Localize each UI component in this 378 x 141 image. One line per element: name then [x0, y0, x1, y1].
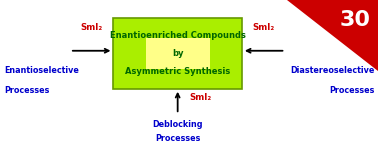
Text: Deblocking: Deblocking [152, 120, 203, 129]
FancyBboxPatch shape [146, 38, 210, 70]
Text: SmI₂: SmI₂ [253, 23, 275, 32]
Text: SmI₂: SmI₂ [81, 23, 103, 32]
Text: Processes: Processes [329, 86, 374, 95]
Polygon shape [287, 0, 378, 70]
Text: by: by [172, 49, 183, 58]
FancyBboxPatch shape [113, 18, 242, 89]
Text: Diastereoselective: Diastereoselective [290, 66, 374, 75]
Text: Asymmetric Synthesis: Asymmetric Synthesis [125, 67, 230, 76]
Text: Enantioselective: Enantioselective [4, 66, 79, 75]
Text: Processes: Processes [4, 86, 49, 95]
Text: Processes: Processes [155, 134, 200, 141]
Text: SmI₂: SmI₂ [189, 93, 211, 102]
Text: 30: 30 [340, 10, 371, 30]
Text: Enantioenriched Compounds: Enantioenriched Compounds [110, 31, 246, 40]
